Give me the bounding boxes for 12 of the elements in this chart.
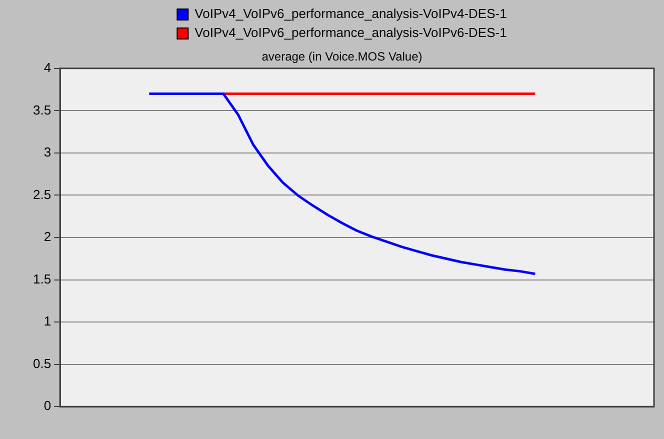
y-tick-label: 2.5 [32, 186, 52, 202]
y-tick-label: 1 [44, 314, 52, 329]
y-tick-label: 0.5 [32, 356, 52, 371]
y-tick-label: 4 [44, 60, 52, 75]
chart-title: average (in Voice.MOS Value) [262, 50, 422, 64]
y-tick-label: 1.5 [32, 271, 52, 286]
y-tick-label: 3 [44, 144, 52, 160]
y-tick-label: 3.5 [32, 102, 52, 118]
y-tick-label: 0 [44, 398, 52, 414]
legend-label: VoIPv4_VoIPv6_performance_analysis-VoIPv4-DES-1 [194, 6, 507, 22]
legend-label: VoIPv4_VoIPv6_performance_analysis-VoIPv6-DES-1 [194, 25, 507, 40]
y-tick-label: 2 [44, 229, 52, 244]
